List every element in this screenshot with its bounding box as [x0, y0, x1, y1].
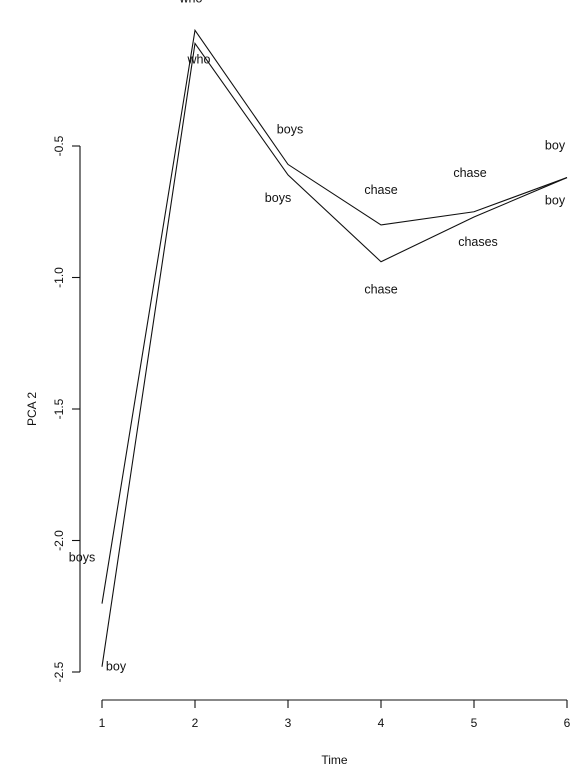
- series-2-point-label: boy: [106, 660, 127, 674]
- series-1-point-label: boys: [277, 122, 303, 136]
- series-1-point-label: boys: [69, 551, 95, 565]
- series-group: [101, 28, 568, 667]
- series-1-point-label: chase: [453, 166, 486, 180]
- x-tick-label: 1: [99, 716, 106, 730]
- series-1-point-label: boy: [545, 139, 566, 153]
- y-tick-label: -1.5: [52, 398, 66, 419]
- series-2-point-label: boys: [265, 191, 291, 205]
- series-2-line: [101, 41, 568, 667]
- x-axis-title: Time: [321, 753, 348, 767]
- x-tick-label: 4: [378, 716, 385, 730]
- x-tick-label: 6: [564, 716, 571, 730]
- point-labels: boys who boys chase chase boy boy who boys chase c…: [69, 0, 566, 674]
- y-axis-title: PCA 2: [25, 392, 39, 426]
- y-tick-label: -1.0: [52, 267, 66, 288]
- series-2-point-label: who: [187, 52, 211, 66]
- x-tick-label: 3: [285, 716, 292, 730]
- y-tick-label: -2.0: [52, 530, 66, 551]
- series-2-point-label: boy: [545, 194, 566, 208]
- axes: 1 2 3 4 5 6 -2.5 -2.0 -1.5 -1.0 -0.5: [52, 135, 571, 730]
- y-tick-label: -2.5: [52, 661, 66, 682]
- series-1-point-label: chase: [364, 183, 397, 197]
- series-1-line: [101, 28, 568, 604]
- x-tick-label: 2: [192, 716, 199, 730]
- series-1-point-label: who: [179, 0, 203, 5]
- series-2-point-label: chases: [458, 235, 498, 249]
- x-tick-label: 5: [471, 716, 478, 730]
- y-tick-label: -0.5: [52, 135, 66, 156]
- series-2-point-label: chase: [364, 283, 397, 297]
